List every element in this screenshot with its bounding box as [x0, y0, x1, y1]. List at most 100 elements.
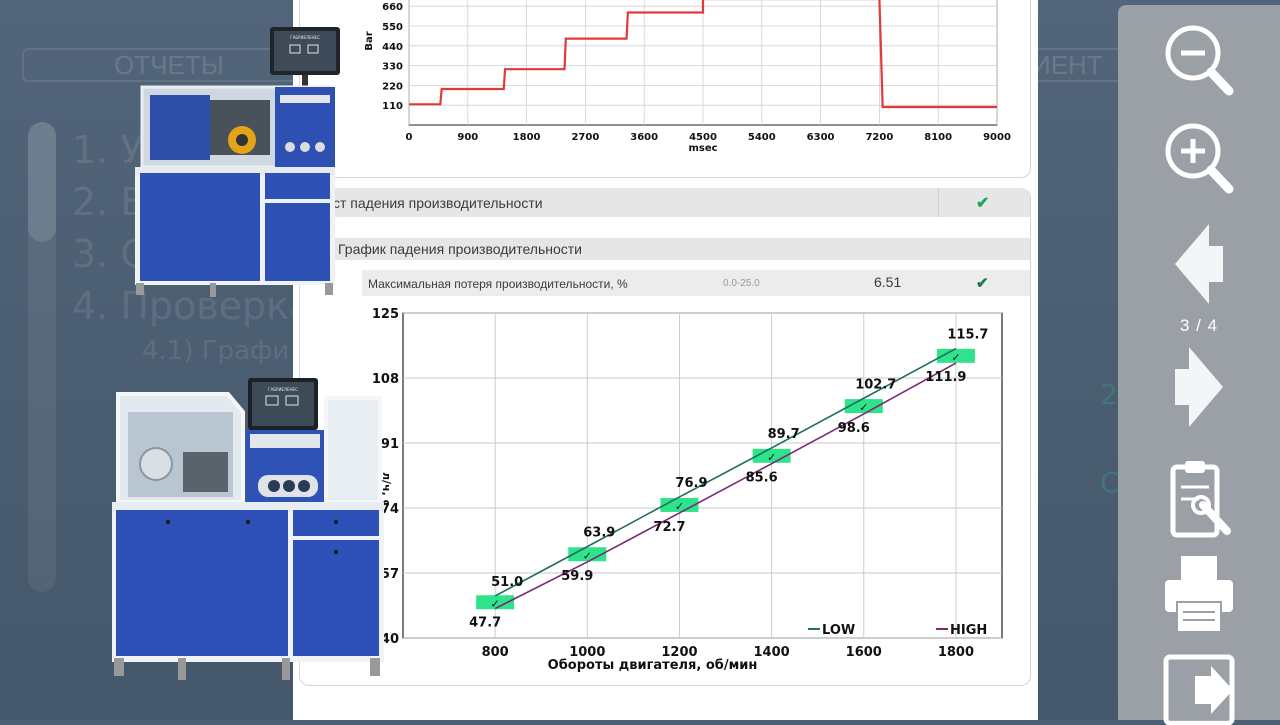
bg-right-b: С [1100, 466, 1120, 499]
perf-data-label-high: 111.9 [925, 370, 966, 385]
viewer-sidebar: 3 / 4 [1118, 5, 1280, 725]
pressure-chart-card: 0 900 1800 2700 3600 4500 5400 6300 7200 8100 9000… [299, 0, 1031, 178]
background-scroll-thumb[interactable] [28, 122, 56, 242]
pressure-x-tick: 6300 [807, 132, 835, 143]
bg-right-a: 2 [1100, 378, 1118, 411]
background-scrollbar[interactable] [28, 122, 56, 592]
test-row-status: ✔ [976, 195, 990, 212]
print-button[interactable] [1118, 550, 1280, 640]
pressure-x-tick: 7200 [865, 132, 893, 143]
pressure-x-tick: 3600 [630, 132, 658, 143]
perf-marker-check: ✓ [675, 500, 684, 513]
pressure-x-tick: 0 [406, 132, 413, 143]
perf-data-label-high: 98.6 [838, 421, 870, 436]
pressure-chart: 0 900 1800 2700 3600 4500 5400 6300 7200 8100 9000… [364, 0, 1011, 154]
pressure-xlabel: msec [688, 143, 717, 154]
pressure-x-tick: 1800 [513, 132, 541, 143]
perf-marker-check: ✓ [583, 549, 592, 562]
reports-tab[interactable]: ОТЧЕТЫ [22, 48, 316, 82]
perf-y-tick: 91 [381, 437, 399, 452]
pressure-x-tick: 4500 [689, 132, 717, 143]
metric-value: 6.51 [874, 274, 902, 290]
perf-marker-check: ✓ [951, 351, 960, 364]
perf-data-label-high: 47.7 [469, 616, 501, 631]
perf-marker-check: ✓ [491, 597, 500, 610]
clients-tab[interactable]: ИЕНТ [1030, 48, 1124, 82]
bench2-monitor-text: ГАБРИЕЛЕНЕС [268, 387, 298, 392]
reports-tab-label: ОТЧЕТЫ [114, 50, 224, 80]
pressure-ylabel: Bar [364, 31, 375, 50]
exit-button[interactable] [1118, 650, 1280, 725]
test-bench-photo-top: ГАБРИЕЛЕНЕС [135, 27, 340, 297]
pressure-x-tick: 5400 [748, 132, 776, 143]
perf-data-label-high: 72.7 [653, 520, 685, 535]
perf-data-label-low: 115.7 [947, 328, 988, 343]
perf-x-tick: 1400 [754, 645, 790, 660]
test-row: ст падения производительности ✔ [300, 188, 1030, 217]
prev-page-button[interactable] [1118, 220, 1280, 310]
perf-plot-frame [402, 312, 1003, 639]
perf-data-label-low: 76.9 [675, 476, 707, 491]
perf-x-tick: 1600 [846, 645, 882, 660]
zoom-in-button[interactable] [1118, 115, 1280, 205]
perf-legend-label-low: LOW [822, 623, 855, 638]
perf-data-label-high: 59.9 [561, 569, 593, 584]
perf-y-tick: 57 [381, 567, 399, 582]
performance-chart: 800 1000 1200 1400 1600 1800 40 57 74 91 108 125 л/ч… [372, 307, 1003, 673]
metric-row: Максимальная потеря производительности, … [362, 270, 1030, 296]
pressure-y-tick: 220 [382, 81, 403, 92]
section-title: График падения производительности [338, 241, 582, 257]
perf-x-tick: 1800 [938, 645, 974, 660]
report-document: 0 900 1800 2700 3600 4500 5400 6300 7200 8100 9000… [293, 0, 1038, 720]
perf-marker-band [936, 348, 975, 363]
pressure-x-tick: 2700 [571, 132, 599, 143]
perf-marker-check: ✓ [767, 451, 776, 464]
prev-page-icon [1175, 224, 1223, 304]
pressure-y-tick: 550 [382, 22, 403, 33]
pressure-y-tick: 440 [382, 42, 403, 53]
next-page-icon [1175, 347, 1223, 427]
perf-data-label-low: 89.7 [768, 427, 800, 442]
perf-xlabel: Обороты двигателя, об/мин [548, 658, 758, 673]
perf-y-tick: 74 [381, 502, 399, 517]
zoom-out-icon [1165, 25, 1234, 96]
exit-icon [1163, 654, 1235, 725]
test-row-label: ст падения производительности [333, 195, 543, 211]
perf-series-line-low [494, 347, 957, 597]
pressure-series-line [409, 0, 997, 109]
report-settings-button[interactable] [1118, 455, 1280, 545]
pressure-x-tick: 9000 [983, 132, 1011, 143]
perf-data-label-high: 85.6 [746, 471, 778, 486]
perf-data-label-low: 102.7 [855, 377, 896, 392]
perf-legend-label-high: HIGH [950, 623, 987, 638]
perf-left-fragment: л/ч, с [380, 472, 393, 506]
test-bench-photo-bottom: ГАБРИЕЛЕНЕС [112, 378, 384, 680]
metric-label: Максимальная потеря производительности, … [368, 277, 628, 291]
bg-menu-line-3: 3. С [72, 232, 147, 276]
bench-monitor-text: ГАБРИЕЛЕНЕС [290, 35, 320, 40]
bg-menu-line-4: 4. Проверка [72, 284, 313, 328]
pressure-x-tick: 900 [457, 132, 478, 143]
perf-y-tick: 108 [372, 372, 399, 387]
test-row-divider [938, 188, 939, 217]
zoom-out-button[interactable] [1118, 17, 1280, 107]
perf-marker-band [476, 595, 515, 610]
perf-y-tick: 40 [381, 632, 399, 647]
metric-status: ✔ [976, 275, 989, 292]
pressure-x-tick: 8100 [924, 132, 952, 143]
section-title-band: График падения производительности [332, 238, 1030, 260]
next-page-button[interactable] [1118, 343, 1280, 433]
metric-range: 0.0-25.0 [723, 278, 760, 289]
perf-data-label-low: 63.9 [583, 526, 615, 541]
pressure-y-tick: 330 [382, 62, 403, 73]
perf-series-line-high [494, 362, 957, 610]
perf-x-tick: 1000 [569, 645, 605, 660]
zoom-in-icon [1165, 123, 1234, 194]
pressure-y-tick: 110 [382, 101, 403, 112]
bg-submenu: 4.1) Графи [142, 336, 290, 366]
print-icon [1165, 556, 1233, 633]
bg-menu-line-2: 2. В [72, 180, 147, 224]
page-indicator: 3 / 4 [1179, 316, 1219, 335]
perf-marker-check: ✓ [859, 401, 868, 414]
report-settings-icon [1170, 461, 1231, 538]
